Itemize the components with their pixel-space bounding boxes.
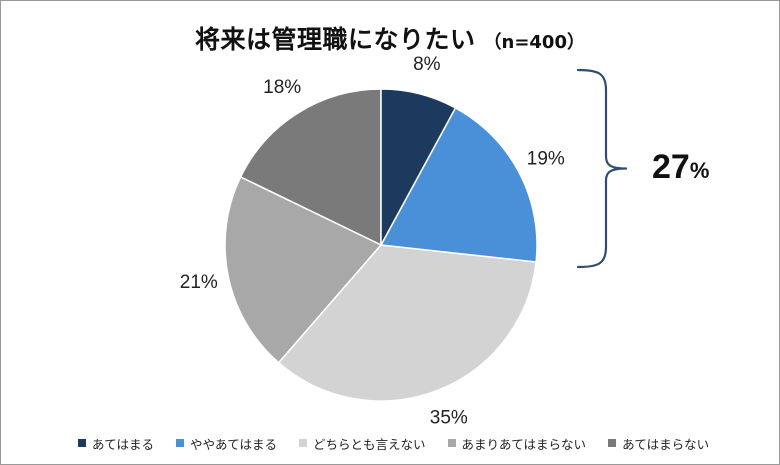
- legend-item-strongly-agree: あてはまる: [78, 434, 154, 453]
- legend-swatch-somewhat-disagree: [447, 439, 456, 447]
- pie-label-somewhat-agree: 19%: [527, 148, 565, 169]
- pie-slice-somewhat-disagree: [224, 175, 383, 364]
- legend-label-strongly-agree: あてはまる: [92, 436, 155, 452]
- pie-slice-disagree: [239, 88, 382, 247]
- legend-item-disagree: あてはまらない: [608, 434, 709, 453]
- pie-label-neutral: 35%: [430, 408, 468, 429]
- chart-title-main: 将来は管理職になりたい: [195, 25, 476, 54]
- pie-label-disagree: 18%: [263, 77, 301, 98]
- legend-item-neutral: どちらとも言えない: [299, 434, 426, 453]
- pie-slice-somewhat-agree: [379, 106, 538, 263]
- pie-label-strongly-agree: 8%: [413, 54, 441, 75]
- legend-swatch-neutral: [299, 439, 308, 447]
- legend-label-somewhat-disagree: あまりあてはまらない: [461, 436, 587, 452]
- legend-swatch-strongly-agree: [78, 439, 86, 447]
- bracket-total: 27%: [652, 148, 709, 187]
- legend-item-somewhat-agree: ややあてはまる: [176, 434, 277, 453]
- legend-label-disagree: あてはまらない: [622, 436, 710, 452]
- legend-swatch-somewhat-agree: [176, 439, 185, 447]
- legend-swatch-disagree: [608, 439, 617, 447]
- pie-slice-strongly-agree: [380, 88, 457, 246]
- legend-label-somewhat-agree: ややあてはまる: [190, 436, 278, 452]
- pie-label-somewhat-disagree: 21%: [180, 272, 218, 293]
- chart-legend: あてはまる ややあてはまる どちらとも言えない あまりあてはまらない あてはまらない: [78, 434, 731, 452]
- chart-title: 将来は管理職になりたい （n=400）: [0, 20, 780, 56]
- bracket-total-unit: %: [689, 158, 710, 183]
- pie-slice-neutral: [277, 244, 537, 402]
- chart-subtitle: （n=400）: [483, 32, 585, 53]
- bracket-total-value: 27: [652, 148, 690, 186]
- legend-item-somewhat-disagree: あまりあてはまらない: [447, 434, 587, 453]
- bracket-annotation: [576, 68, 628, 269]
- legend-label-neutral: どちらとも言えない: [313, 436, 426, 452]
